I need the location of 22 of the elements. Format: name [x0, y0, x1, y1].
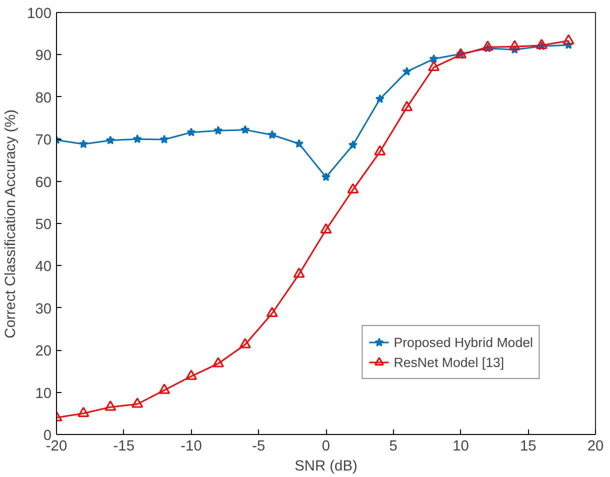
x-tick-label: -5 [252, 438, 266, 454]
y-axis-title: Correct Classification Accuracy (%) [3, 109, 20, 338]
y-tick-label: 100 [27, 6, 52, 22]
y-tick-label: 50 [35, 217, 52, 233]
x-tick-label: 5 [389, 438, 398, 454]
y-tick-label: 20 [35, 344, 52, 360]
x-axis-title: SNR (dB) [294, 458, 358, 474]
y-tick-label: 10 [35, 386, 52, 402]
x-tick-label: -15 [113, 438, 134, 454]
x-tick-label: 0 [322, 438, 330, 454]
y-tick-label: 80 [35, 90, 52, 106]
x-tick-label: 10 [452, 438, 469, 454]
x-tick-label: -10 [180, 438, 202, 454]
y-tick-label: 90 [35, 48, 52, 64]
legend-label: ResNet Model [13] [394, 354, 504, 370]
y-tick-label: 40 [35, 259, 52, 276]
x-tick-label: 15 [520, 438, 536, 454]
legend-label: Proposed Hybrid Model [394, 334, 533, 350]
y-tick-label: 70 [35, 132, 52, 149]
y-tick-label: 60 [35, 174, 52, 191]
y-tick-label: 30 [35, 301, 52, 318]
x-tick-label: 20 [587, 438, 604, 454]
